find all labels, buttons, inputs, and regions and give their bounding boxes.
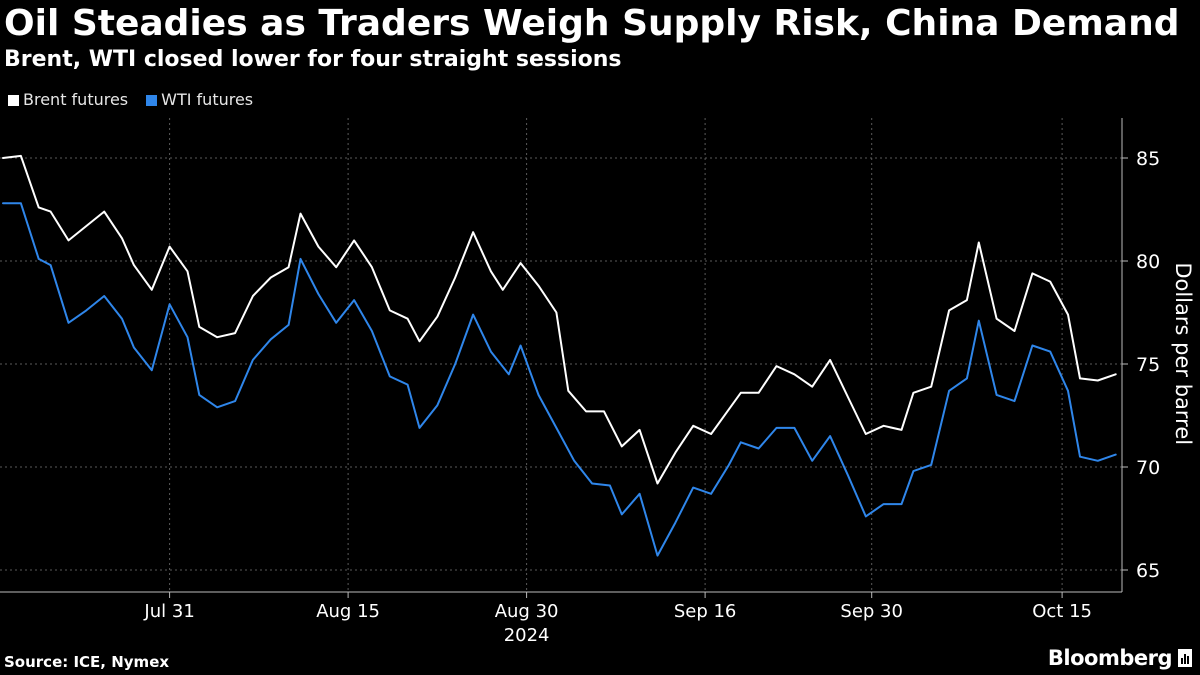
y-tick-label-75: 75 [1136,354,1160,376]
legend-item-brent: Brent futures [8,90,128,110]
legend-swatch-wti [146,94,158,106]
y-tick-label-70: 70 [1136,457,1160,479]
y-tick-label-65: 65 [1136,560,1160,582]
legend-item-wti: WTI futures [146,90,253,110]
legend: Brent futures WTI futures [8,90,253,110]
y-tick-label-85: 85 [1136,148,1160,170]
x-tick-label-1: Aug 15 [316,601,380,622]
y-axis-title: Dollars per barrel [1171,262,1195,445]
x-tick-label-5: Oct 15 [1032,601,1092,622]
series-line-brent-futures [2,154,1117,485]
legend-label-wti: WTI futures [161,90,254,109]
x-year-label: 2024 [504,625,550,646]
chart-subtitle: Brent, WTI closed lower for four straigh… [4,47,622,72]
bloomberg-chart-icon [1178,649,1192,667]
y-tick-label-80: 80 [1136,251,1160,273]
x-tick-label-2: Aug 30 [495,601,559,622]
legend-swatch-brent [8,94,19,106]
legend-label-brent: Brent futures [23,90,129,109]
source-note: Source: ICE, Nymex [4,653,170,671]
x-tick-label-3: Sep 16 [674,601,737,622]
chart-title: Oil Steadies as Traders Weigh Supply Ris… [4,3,1180,44]
x-tick-label-4: Sep 30 [840,601,903,622]
brand-name: Bloomberg [1047,646,1173,670]
series-line-wti-futures [2,202,1117,557]
bloomberg-logo: Bloomberg [1048,646,1192,670]
x-tick-label-0: Jul 31 [143,601,194,622]
